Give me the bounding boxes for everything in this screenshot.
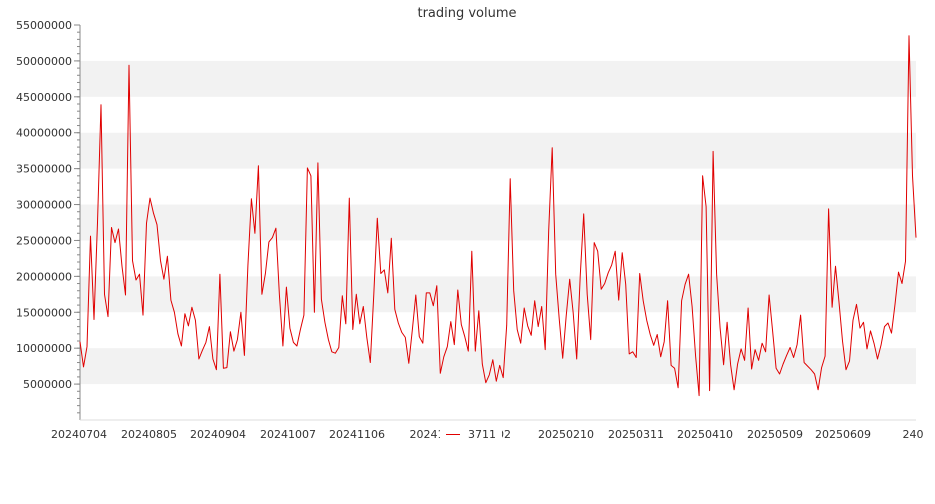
x-tick-label: 240 — [903, 428, 924, 441]
y-tick-label: 10000000 — [16, 342, 72, 355]
y-tick-label: 35000000 — [16, 163, 72, 176]
x-tick-label: 20240704 — [51, 428, 107, 441]
y-tick-label: 55000000 — [16, 19, 72, 32]
x-tick-label: 20240904 — [190, 428, 246, 441]
grid-band — [80, 204, 916, 241]
y-tick-label: 50000000 — [16, 55, 72, 68]
x-tick-label: 20240805 — [121, 428, 177, 441]
x-tick-label: 20241007 — [260, 428, 316, 441]
legend-swatch-3711 — [446, 433, 460, 435]
y-tick-label: 45000000 — [16, 91, 72, 104]
y-tick-label: 15000000 — [16, 306, 72, 319]
grid-band — [80, 132, 916, 169]
grid-band — [80, 60, 916, 97]
x-tick-label: 20250410 — [677, 428, 733, 441]
y-tick-label: 20000000 — [16, 270, 72, 283]
y-axis: 5000000 10000000 15000000 20000000 25000000 3… — [16, 19, 81, 420]
y-tick-label: 5000000 — [23, 378, 72, 391]
x-tick-label: 20250210 — [538, 428, 594, 441]
x-tick-label: 20250609 — [815, 428, 871, 441]
x-axis: 20240704 20240805 20240904 20241007 20241106… — [51, 419, 924, 441]
grid-band — [80, 348, 916, 385]
x-tick-label: 20241106 — [329, 428, 385, 441]
grid-bands — [80, 60, 916, 385]
legend: 3711 — [440, 425, 502, 443]
y-tick-label: 25000000 — [16, 234, 72, 247]
chart-title: trading volume — [417, 6, 516, 21]
series-line-3711 — [79, 35, 917, 397]
y-tick-label: 40000000 — [16, 127, 72, 140]
x-tick-label: 20250311 — [608, 428, 664, 441]
series-layer — [79, 35, 917, 397]
legend-label-3711: 3711 — [468, 427, 496, 441]
grid-band — [80, 276, 916, 313]
y-tick-label: 30000000 — [16, 199, 72, 212]
x-tick-label: 20241 — [410, 428, 445, 441]
x-tick-label: 20250509 — [747, 428, 803, 441]
